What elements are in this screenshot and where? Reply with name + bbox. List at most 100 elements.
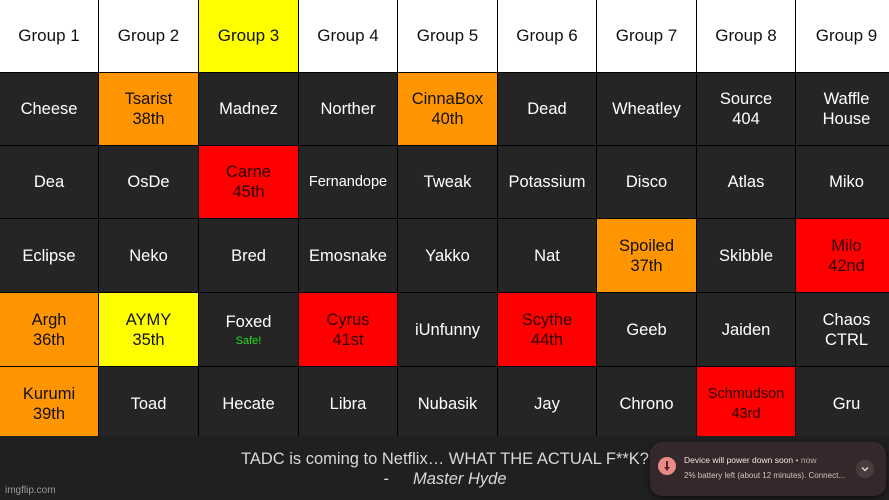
quote-text: TADC is coming to Netflix… WHAT THE ACTU… <box>240 450 649 468</box>
contestant-cell-foxed: Foxed Safe! <box>199 293 298 366</box>
contestant-name: Emosnake <box>309 246 387 265</box>
contestant-placement: 43rd <box>731 406 761 422</box>
contestant-cell-waffle: Waffle House <box>796 73 889 145</box>
notification-separator: • <box>795 455 799 465</box>
contestant-name: Carne <box>226 163 271 181</box>
contestant-name: Kurumi <box>22 385 76 403</box>
contestant-cell-norther: Norther <box>299 73 397 145</box>
contestant-cell-cinnabox: CinnaBox 40th <box>398 73 497 145</box>
contestant-placement: House <box>822 110 871 128</box>
contestant-placement: CTRL <box>824 330 869 349</box>
contestant-cell-chrono: Chrono <box>597 367 696 441</box>
contestant-cell-bred: Bred <box>199 219 298 292</box>
group-header-4: Group 4 <box>299 0 397 72</box>
quote-attribution: - Master Hyde <box>160 469 730 489</box>
contestant-cell-source: Source 404 <box>697 73 795 145</box>
contestant-cell-osde: OsDe <box>99 146 198 218</box>
contestant-cell-spoiled: Spoiled 37th <box>597 219 696 292</box>
contestant-cell-wheatley: Wheatley <box>597 73 696 145</box>
group-header-6: Group 6 <box>498 0 596 72</box>
contestant-cell-tsarist: Tsarist 38th <box>99 73 198 145</box>
contestant-cell-chaos: Chaos CTRL <box>796 293 889 366</box>
chevron-down-icon <box>861 467 869 472</box>
contestant-name: Nat <box>534 246 560 265</box>
contestant-name: Toad <box>130 395 167 413</box>
contestant-cell-disco: Disco <box>597 146 696 218</box>
contestant-name: Scythe <box>521 310 573 329</box>
contestant-cell-atlas: Atlas <box>697 146 795 218</box>
contestant-name: CinnaBox <box>411 90 484 108</box>
contestant-name: Atlas <box>727 173 765 191</box>
contestant-name: Skibble <box>718 246 774 265</box>
contestant-name: Potassium <box>508 173 586 191</box>
contestant-cell-eclipse: Eclipse <box>0 219 98 292</box>
contestant-name: Dea <box>33 173 65 191</box>
contestant-name: Source <box>719 90 773 108</box>
contestant-name: Hecate <box>222 395 275 413</box>
contestant-name: Libra <box>329 395 367 413</box>
contestant-name: Geeb <box>626 320 667 339</box>
contestant-name: OsDe <box>127 173 170 191</box>
contestant-name: Dead <box>527 100 567 118</box>
contestant-name: Disco <box>625 173 668 191</box>
contestant-name: Norther <box>320 100 376 118</box>
contestant-placement: 36th <box>32 330 66 349</box>
contestant-cell-carne: Carne 45th <box>199 146 298 218</box>
contestant-cell-nat: Nat <box>498 219 596 292</box>
contestant-cell-gru: Gru <box>796 367 889 441</box>
contestant-cell-cyrus: Cyrus 41st <box>299 293 397 366</box>
contestant-name: Miko <box>829 173 864 191</box>
contestant-name: Chaos <box>822 310 871 329</box>
contestant-name: Jay <box>534 395 560 413</box>
contestant-cell-emosnake: Emosnake <box>299 219 397 292</box>
contestant-placement: 40th <box>431 110 464 128</box>
contestant-placement: 404 <box>732 110 760 128</box>
battery-notification[interactable]: Device will power down soon • now 2% bat… <box>650 442 886 496</box>
contestant-placement: 42nd <box>828 256 865 275</box>
contestant-cell-geeb: Geeb <box>597 293 696 366</box>
contestant-name: Fernandope <box>308 174 388 190</box>
notification-body: 2% battery left (about 12 minutes). Conn… <box>684 471 845 480</box>
contestant-cell-aymy: AYMY 35th <box>99 293 198 366</box>
contestant-cell-jay: Jay <box>498 367 596 441</box>
group-header-3: Group 3 <box>199 0 298 72</box>
contestant-placement: 45th <box>232 183 265 201</box>
contestant-name: Eclipse <box>22 246 76 265</box>
contestant-name: Tsarist <box>124 90 173 108</box>
contestant-cell-yakko: Yakko <box>398 219 497 292</box>
contestant-cell-cheese: Cheese <box>0 73 98 145</box>
contestant-placement: 44th <box>530 330 564 349</box>
notification-expand-button[interactable] <box>856 460 874 478</box>
notification-title-line: Device will power down soon • now <box>684 455 816 465</box>
contestant-cell-fernandope: Fernandope <box>299 146 397 218</box>
contestant-placement: 37th <box>630 256 663 275</box>
contestant-cell-hecate: Hecate <box>199 367 298 441</box>
group-header-1: Group 1 <box>0 0 98 72</box>
contestant-name: Yakko <box>425 246 470 265</box>
attribution-author: Master Hyde <box>412 470 507 488</box>
contestant-name: Neko <box>129 246 168 265</box>
imgflip-watermark: imgflip.com <box>5 485 56 496</box>
contestant-cell-dea: Dea <box>0 146 98 218</box>
group-header-7: Group 7 <box>597 0 696 72</box>
contestant-name: Cheese <box>20 100 78 118</box>
contestant-cell-jaiden: Jaiden <box>697 293 795 366</box>
contestant-cell-libra: Libra <box>299 367 397 441</box>
contestant-placement: 39th <box>32 405 66 423</box>
contestant-cell-skibble: Skibble <box>697 219 795 292</box>
contestant-name: Chrono <box>619 395 674 413</box>
contestant-cell-dead: Dead <box>498 73 596 145</box>
contestant-cell-neko: Neko <box>99 219 198 292</box>
contestant-name: Waffle <box>823 90 870 108</box>
group-header-8: Group 8 <box>697 0 795 72</box>
contestant-name: iUnfunny <box>414 320 481 339</box>
quote: TADC is coming to Netflix… WHAT THE ACTU… <box>160 449 730 489</box>
contestant-name: Cyrus <box>326 310 370 329</box>
contestant-placement: 41st <box>332 330 364 349</box>
notification-time: now <box>800 455 817 465</box>
contestant-cell-nubasik: Nubasik <box>398 367 497 441</box>
group-header-2: Group 2 <box>99 0 198 72</box>
contestant-cell-iunfunny: iUnfunny <box>398 293 497 366</box>
contestant-name: Schmudson <box>707 386 785 402</box>
contestant-name: Bred <box>231 246 266 265</box>
